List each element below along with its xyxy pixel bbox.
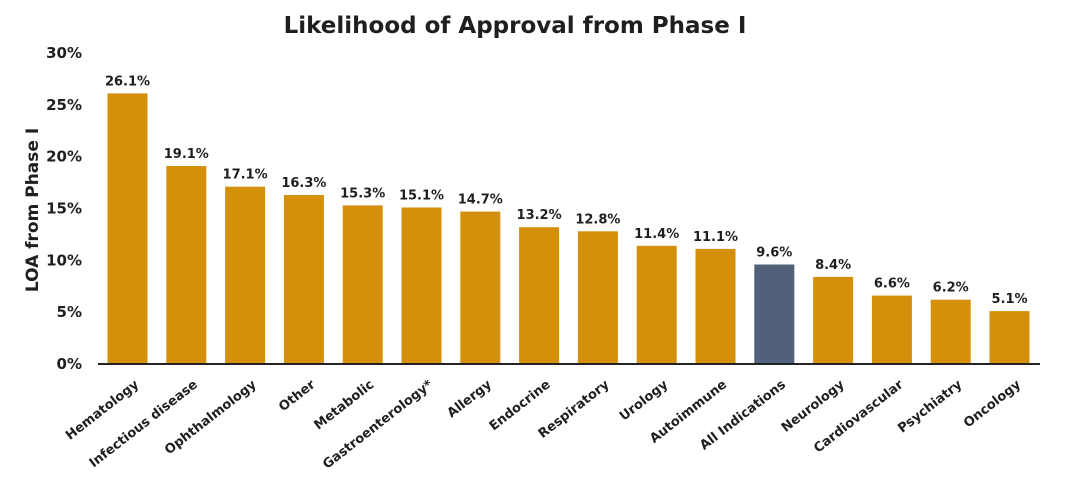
bar-hematology	[107, 93, 148, 365]
data-label-oncology: 5.1%	[991, 292, 1027, 307]
data-label-respiratory: 12.8%	[575, 212, 620, 227]
data-label-cardiovascular: 6.6%	[874, 277, 910, 292]
data-label-neurology: 8.4%	[815, 258, 851, 273]
data-label-psychiatry: 6.2%	[933, 281, 969, 296]
y-tick-label-20: 20%	[46, 148, 82, 166]
data-label-endocrine: 13.2%	[517, 208, 562, 223]
data-label-gastroenterology: 15.1%	[399, 189, 444, 204]
bar-ophthalmology	[225, 186, 266, 364]
bar-cardiovascular	[871, 295, 912, 364]
bar-neurology	[813, 276, 854, 364]
data-labels-group: 26.1% 19.1% 17.1% 16.3% 15.3% 15.1% 14.7% 13.2%…	[105, 74, 1028, 307]
y-tick-label-30: 30%	[46, 44, 82, 62]
y-tick-label-25: 25%	[46, 96, 82, 114]
x-tick-label-oncology: Oncology	[961, 377, 1024, 431]
y-axis-ticks: 0% 5% 10% 15% 20% 25% 30%	[46, 44, 82, 373]
y-tick-label-0: 0%	[57, 355, 82, 373]
y-axis-label: LOA from Phase I	[23, 128, 43, 292]
bar-psychiatry	[930, 299, 971, 364]
x-tick-label-gastroenterology: Gastroenterology*	[320, 377, 436, 472]
bar-other	[283, 195, 324, 364]
data-label-other: 16.3%	[281, 176, 326, 191]
bar-gastroenterology	[401, 207, 442, 364]
bar-all-indications	[754, 264, 795, 364]
data-label-ophthalmology: 17.1%	[223, 168, 268, 183]
chart-title: Likelihood of Approval from Phase I	[284, 13, 747, 39]
data-label-allergy: 14.7%	[458, 193, 503, 208]
x-tick-label-infectious-disease: Infectious disease	[87, 377, 201, 471]
bars-group	[107, 93, 1030, 365]
y-tick-label-15: 15%	[46, 200, 82, 218]
x-tick-label-other: Other	[276, 377, 319, 415]
data-label-hematology: 26.1%	[105, 74, 150, 89]
bar-endocrine	[519, 227, 560, 364]
x-tick-label-urology: Urology	[617, 377, 672, 424]
bar-oncology	[989, 311, 1030, 364]
bar-infectious-disease	[166, 166, 207, 364]
data-label-all-indications: 9.6%	[756, 246, 792, 261]
bar-urology	[636, 245, 677, 364]
y-tick-label-5: 5%	[57, 303, 82, 321]
data-label-metabolic: 15.3%	[340, 186, 385, 201]
x-tick-label-psychiatry: Psychiatry	[895, 377, 965, 436]
bar-respiratory	[577, 231, 618, 364]
x-tick-label-allergy: Allergy	[445, 377, 496, 421]
bar-metabolic	[342, 205, 383, 364]
y-tick-label-10: 10%	[46, 251, 82, 269]
data-label-infectious-disease: 19.1%	[164, 147, 209, 162]
bar-autoimmune	[695, 248, 736, 364]
data-label-urology: 11.4%	[634, 227, 679, 242]
data-label-autoimmune: 11.1%	[693, 230, 738, 245]
bar-allergy	[460, 211, 501, 364]
